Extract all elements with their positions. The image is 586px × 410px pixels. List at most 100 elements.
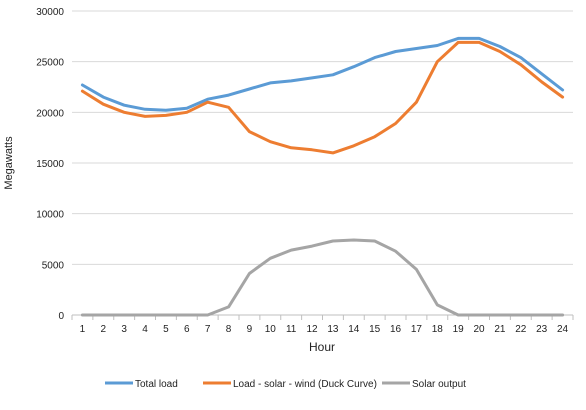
data-point [498,45,501,48]
data-point [102,314,105,317]
data-point [123,104,126,107]
data-point [373,135,376,138]
data-point [540,72,543,75]
x-tick-label: 9 [247,324,253,335]
data-point [457,37,460,40]
legend-label: Solar output [412,379,466,390]
y-axis-title: Megawatts [3,136,15,190]
y-tick-label: 0 [58,311,64,322]
data-point [248,272,251,275]
legend-label: Load - solar - wind (Duck Curve) [233,379,377,390]
data-point [394,50,397,53]
data-point [269,140,272,143]
data-point [144,108,147,111]
data-point [540,80,543,83]
data-point [164,114,167,117]
x-tick-label: 2 [101,324,107,335]
data-point [415,268,418,271]
series-lines [80,36,565,317]
data-point [185,107,188,110]
x-tick-label: 4 [142,324,148,335]
data-point [185,111,188,114]
gridlines [72,10,573,265]
y-tick-label: 25000 [36,58,64,69]
legend-item: Solar output [382,379,466,390]
data-point [436,60,439,63]
data-point [394,122,397,125]
x-tick-label: 10 [265,324,277,335]
data-point [352,65,355,68]
data-point [415,101,418,104]
data-point [478,37,481,40]
x-tick-label: 16 [390,324,402,335]
data-point [311,148,314,151]
x-axis-title: Hour [309,340,335,354]
data-point [373,56,376,59]
legend-label: Total load [135,379,178,390]
data-point [290,249,293,252]
data-point [144,115,147,118]
data-point [352,144,355,147]
data-point [478,314,481,317]
data-point [331,73,334,76]
data-point [352,239,355,242]
y-tick-label: 30000 [36,7,64,18]
x-tick-label: 17 [411,324,423,335]
data-point [164,314,167,317]
data-point [436,303,439,306]
y-tick-label: 15000 [36,159,64,170]
series-3 [80,238,565,317]
data-point [457,41,460,44]
data-point [227,106,230,109]
x-tick-label: 20 [474,324,486,335]
x-tick-label: 24 [557,324,569,335]
x-tick-label: 5 [163,324,169,335]
data-point [311,76,314,79]
x-tick-label: 1 [80,324,86,335]
x-tick-label: 23 [536,324,548,335]
data-point [311,245,314,248]
data-point [123,314,126,317]
data-point [394,250,397,253]
series-1 [80,36,565,112]
data-point [373,240,376,243]
data-point [478,41,481,44]
x-tick-label: 3 [121,324,127,335]
data-point [290,146,293,149]
data-point [144,314,147,317]
x-tick-label: 7 [205,324,211,335]
data-point [81,90,84,93]
data-point [498,50,501,53]
data-point [123,111,126,114]
data-point [519,314,522,317]
y-tick-label: 10000 [36,210,64,221]
data-point [436,44,439,47]
legend-item: Load - solar - wind (Duck Curve) [203,379,377,390]
legend: Total load Load - solar - wind (Duck Curv… [105,379,466,390]
data-point [540,314,543,317]
data-point [206,101,209,104]
x-tick-label: 22 [515,324,527,335]
data-point [415,47,418,50]
data-point [248,88,251,91]
data-point [81,83,84,86]
series-line [80,40,565,155]
data-point [331,240,334,243]
data-point [331,151,334,154]
data-point [290,79,293,82]
x-tick-label: 8 [226,324,232,335]
series-line [80,238,565,317]
x-tick-label: 12 [307,324,319,335]
data-point [81,314,84,317]
data-point [185,314,188,317]
data-point [519,63,522,66]
data-point [561,314,564,317]
data-point [206,98,209,101]
data-point [248,130,251,133]
x-tick-label: 15 [369,324,381,335]
data-point [227,94,230,97]
x-tick-label: 18 [432,324,444,335]
y-tick-label: 20000 [36,108,64,119]
data-point [519,56,522,59]
